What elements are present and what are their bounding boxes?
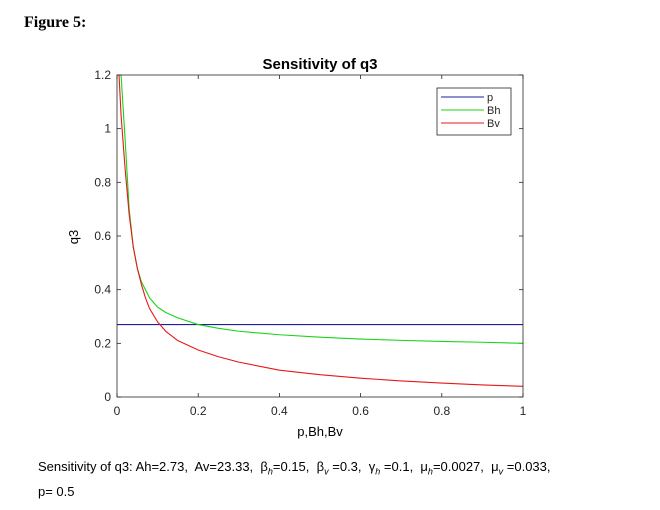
x-tick-label: 0.2 (190, 404, 207, 418)
symbol-gamma-h: γ (368, 459, 376, 474)
subscript-h: h (427, 466, 433, 477)
caption-p: p= 0.5 (38, 483, 75, 499)
series-line-bv (118, 75, 523, 387)
caption-ah: Ah=2.73, (135, 459, 188, 474)
sensitivity-chart: Sensitivity of q3 q3 p,Bh,Bv 0 0.2 0.4 0.6 0… (66, 56, 527, 439)
plot-frame (116, 74, 524, 398)
y-tick-label: 0.2 (94, 336, 111, 350)
y-tick-label: 0.4 (94, 283, 111, 297)
caption-mu-v: =0.033, (506, 459, 551, 474)
y-tick-label: 1 (104, 122, 111, 136)
figure-caption: Sensitivity of q3: Ah=2.73, Av=23.33, βh… (38, 457, 648, 501)
caption-av: Av=23.33, (194, 459, 254, 474)
x-axis-label: p,Bh,Bv (297, 424, 343, 439)
legend-box (436, 87, 512, 136)
x-tick-label: 0.4 (271, 404, 288, 418)
symbol-beta-v: β (316, 459, 325, 474)
y-tick-label: 1.2 (94, 68, 111, 82)
subscript-h: h (375, 466, 381, 477)
chart-title: Sensitivity of q3 (262, 56, 377, 73)
symbol-beta-h: β (260, 459, 268, 474)
subscript-v: v (324, 466, 329, 477)
x-tick-label: 0.8 (433, 404, 450, 418)
caption-prefix: Sensitivity of q3: (38, 459, 133, 474)
x-tick-label: 1 (520, 404, 527, 418)
symbol-mu-v: μ (491, 459, 499, 474)
symbol-mu-h: μ (420, 459, 428, 474)
legend-label: Bh (487, 105, 500, 117)
y-tick-label: 0.6 (94, 229, 111, 243)
x-tick-label: 0.6 (352, 404, 369, 418)
caption-mu-h: =0.0027, (432, 459, 484, 474)
legend-label: p (487, 92, 493, 104)
figure-label: Figure 5: (24, 14, 87, 31)
legend-label: Bv (487, 118, 500, 130)
caption-beta-h: =0.15, (272, 459, 310, 474)
subscript-h: h (267, 466, 273, 477)
caption-beta-v: =0.3, (332, 459, 362, 474)
caption-gamma-h: =0.1, (383, 459, 414, 474)
y-tick-label: 0.8 (94, 175, 111, 189)
x-tick-label: 0 (114, 404, 121, 418)
subscript-v: v (498, 466, 504, 477)
y-axis-label: q3 (66, 230, 81, 244)
series-lines (117, 75, 523, 387)
y-tick-label: 0 (104, 390, 111, 404)
